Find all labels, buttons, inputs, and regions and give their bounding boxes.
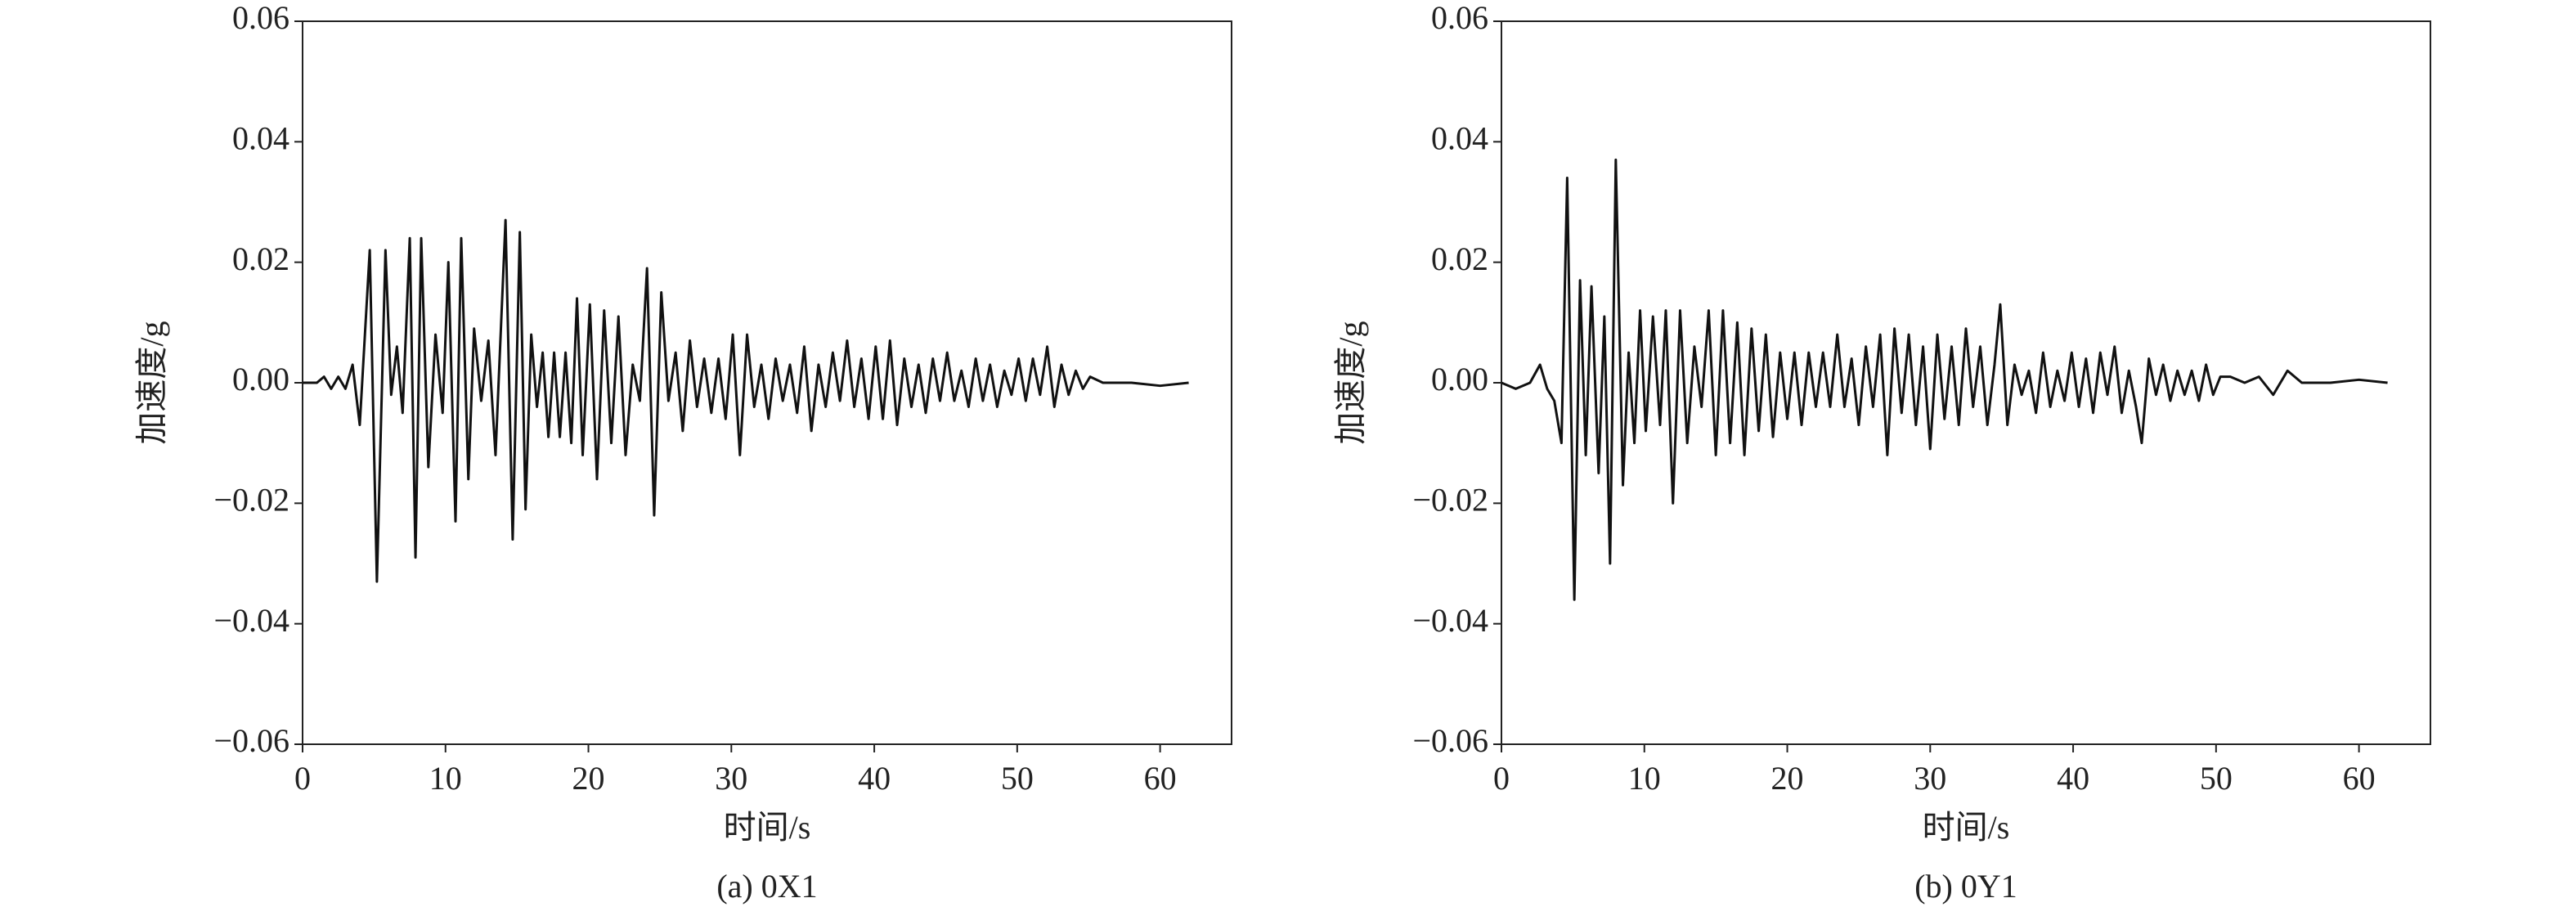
data-line <box>303 218 1189 583</box>
x-axis-label: 时间/s <box>1923 809 2010 846</box>
x-tick-label: 30 <box>1914 760 1946 797</box>
x-tick-label: 10 <box>429 760 462 797</box>
x-tick-label: 0 <box>1493 760 1510 797</box>
y-tick-label: −0.04 <box>1412 602 1488 639</box>
plot-frame <box>302 20 1232 745</box>
y-tick-label: 0.00 <box>1431 361 1488 397</box>
x-tick-label: 20 <box>572 760 605 797</box>
data-line <box>1501 158 2388 601</box>
y-tick-label: 0.02 <box>232 240 289 277</box>
x-tick-label: 30 <box>715 760 747 797</box>
x-axis-label: 时间/s <box>724 809 811 846</box>
y-tick-label: −0.06 <box>213 722 289 759</box>
chart-caption: (a) 0X1 <box>716 868 817 905</box>
y-tick-label: 0.00 <box>232 361 289 397</box>
x-tick-label: 0 <box>294 760 311 797</box>
x-tick-label: 60 <box>1144 760 1177 797</box>
y-tick-label: −0.06 <box>1412 722 1488 759</box>
x-tick-label: 10 <box>1628 760 1661 797</box>
y-tick-label: 0.06 <box>232 0 289 36</box>
y-tick-label: 0.06 <box>1431 0 1488 36</box>
y-axis-label: 加速度/g <box>133 321 170 444</box>
x-tick-label: 50 <box>2200 760 2233 797</box>
y-tick-label: −0.02 <box>213 482 289 519</box>
x-tick-label: 60 <box>2343 760 2376 797</box>
y-tick-label: 0.04 <box>232 120 289 157</box>
x-tick-label: 20 <box>1771 760 1804 797</box>
chart-caption: (b) 0Y1 <box>1914 868 2017 905</box>
x-tick-label: 50 <box>1001 760 1034 797</box>
y-tick-label: −0.04 <box>213 602 289 639</box>
y-axis-label: 加速度/g <box>1332 321 1369 444</box>
y-tick-label: −0.02 <box>1412 482 1488 519</box>
y-tick-label: 0.04 <box>1431 120 1488 157</box>
plot-frame <box>1501 20 2431 745</box>
y-tick-label: 0.02 <box>1431 240 1488 277</box>
x-tick-label: 40 <box>858 760 891 797</box>
x-tick-label: 40 <box>2057 760 2089 797</box>
